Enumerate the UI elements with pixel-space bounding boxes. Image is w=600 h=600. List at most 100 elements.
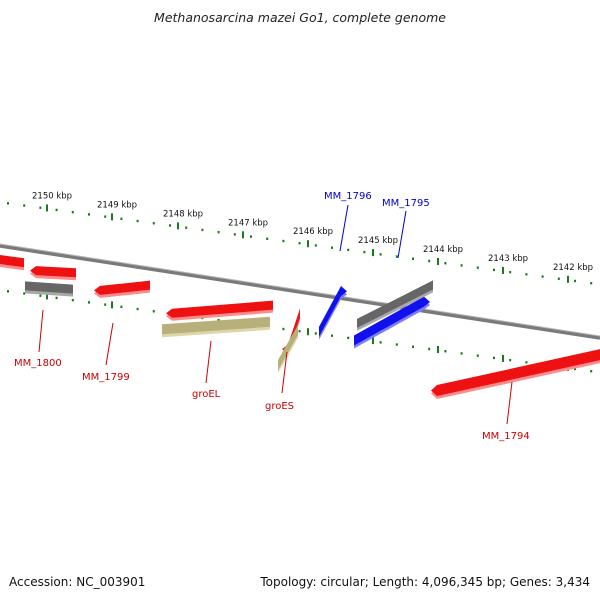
- scale-tick-dot: [460, 352, 463, 355]
- scale-major-tick: [111, 301, 113, 309]
- scale-tick-label: 2150 kbp: [32, 191, 72, 201]
- genome-backbone: [0, 243, 600, 340]
- scale-major-tick: [307, 328, 309, 336]
- leader-line-groes: [281, 351, 288, 394]
- scale-tick-dot: [169, 224, 171, 227]
- cds-bar-mm1800: [25, 281, 73, 297]
- backbone-highlight: [0, 243, 600, 337]
- scale-tick-dot: [412, 345, 414, 348]
- gene-labels: MM_1800 MM_1799 groEL groES MM_1796 MM_1795 MM…: [14, 191, 530, 442]
- scale-tick-dot: [185, 226, 188, 229]
- scale-tick-dot: [590, 281, 593, 285]
- scale-tick-dot: [298, 242, 301, 245]
- gene-arrow-mm1799: [94, 280, 150, 298]
- scale-tick-dot: [7, 202, 9, 205]
- scale-tick-dot: [460, 264, 463, 267]
- genome-summary-text: Topology: circular; Length: 4,096,345 bp…: [259, 575, 590, 589]
- scale-tick-dot: [152, 310, 155, 313]
- scale-tick-label: 2145 kbp: [358, 236, 398, 246]
- leader-line-mm1794: [506, 381, 513, 425]
- map-title: Methanosarcina mazei Go1, complete genom…: [154, 10, 446, 25]
- gene-arrow-groes-body: [282, 308, 300, 354]
- scale-tick-dot: [39, 206, 42, 209]
- scale-tick-dot: [347, 336, 350, 340]
- scale-tick-dot: [428, 347, 431, 351]
- scale-tick-label: 2147 kbp: [228, 218, 268, 228]
- scale-tick-dot: [71, 298, 74, 302]
- gene-arrow-groel: [166, 300, 273, 321]
- scale-tick-dot: [525, 273, 528, 276]
- scale-tick-dot: [233, 233, 236, 236]
- scale-tick-dot: [493, 268, 495, 272]
- scale-tick-dot: [136, 307, 139, 311]
- scale-tick-dot: [379, 341, 382, 344]
- scale-major-tick: [307, 240, 309, 248]
- scale-tick-dot: [136, 219, 139, 223]
- scale-tick-label: 2144 kbp: [423, 245, 463, 255]
- scale-tick-dot: [23, 204, 26, 207]
- scale-tick-dot: [217, 318, 220, 322]
- scale-tick-dot: [298, 330, 301, 333]
- scale-tick-dot: [557, 277, 560, 280]
- gene-label-mm1795: MM_1795: [382, 198, 430, 209]
- scale-tick-dot: [120, 217, 123, 221]
- scale-tick-dot: [379, 253, 382, 256]
- scale-tick-label: 2146 kbp: [293, 227, 333, 237]
- gene-arrow-mm1796-body: [319, 286, 347, 337]
- scale-tick-dot: [104, 215, 107, 218]
- gene-label-mm1794: MM_1794: [482, 431, 530, 442]
- scale-major-tick: [372, 249, 374, 257]
- gene-arrow-mm1801-body: [0, 255, 24, 268]
- scale-tick-dot: [541, 275, 544, 278]
- scale-major-tick: [437, 346, 439, 354]
- scale-major-tick: [177, 222, 179, 230]
- scale-tick-dot: [217, 230, 220, 234]
- gene-arrow-mm1794-body: [431, 349, 600, 397]
- scale-tick-dot: [314, 332, 317, 335]
- gene-arrow-mm1800-body: [30, 266, 76, 278]
- scale-tick-dot: [282, 239, 285, 243]
- scale-tick-label: 2149 kbp: [97, 200, 137, 210]
- scale-tick-dot: [71, 210, 74, 214]
- feature-track: [0, 255, 600, 400]
- scale-ruler: 2150 kbp 2149 kbp 2148 kbp 2147 kbp 2146 kbp…: [7, 191, 593, 373]
- scale-tick-dot: [444, 262, 447, 265]
- cds-bar-mm1795: [357, 280, 433, 331]
- accession-text: Accession: NC_003901: [9, 575, 145, 589]
- leader-line-groel: [205, 340, 212, 384]
- backbone-line: [0, 244, 600, 340]
- leader-line-mm1796: [339, 204, 349, 252]
- gene-arrow-mm1795-body: [354, 296, 430, 346]
- scale-tick-dot: [525, 361, 528, 364]
- scale-tick-dot: [314, 244, 317, 247]
- scale-major-tick: [502, 266, 504, 274]
- gene-label-mm1800: MM_1800: [14, 358, 62, 369]
- scale-major-tick: [46, 292, 48, 300]
- scale-major-tick: [372, 337, 374, 345]
- scale-major-tick: [437, 258, 439, 266]
- scale-tick-dot: [347, 248, 350, 252]
- scale-tick-dot: [395, 343, 398, 346]
- cds-bar-groel: [162, 316, 270, 338]
- scale-tick-dot: [250, 235, 252, 238]
- scale-tick-label: 2148 kbp: [163, 209, 203, 219]
- cds-bar-mm1795-body: [357, 280, 433, 328]
- scale-tick-dot: [331, 334, 333, 337]
- cds-bar-groes-body: [278, 324, 298, 371]
- scale-tick-dot: [574, 367, 576, 371]
- scale-tick-dot: [476, 266, 479, 269]
- scale-major-tick: [111, 213, 113, 221]
- scale-tick-dot: [23, 292, 26, 295]
- gene-label-groel: groEL: [192, 389, 221, 400]
- scale-tick-dot: [331, 246, 333, 249]
- scale-tick-dot: [476, 354, 479, 357]
- gene-arrow-mm1799-body: [94, 280, 150, 295]
- scale-major-tick: [502, 354, 504, 362]
- scale-tick-label: 2143 kbp: [488, 254, 528, 264]
- scale-tick-dot: [7, 290, 9, 293]
- cds-bar-mm1800-body: [25, 281, 73, 294]
- gene-arrow-mm1796: [319, 286, 347, 340]
- gene-arrow-mm1795: [354, 296, 430, 349]
- scale-tick-dot: [152, 222, 155, 225]
